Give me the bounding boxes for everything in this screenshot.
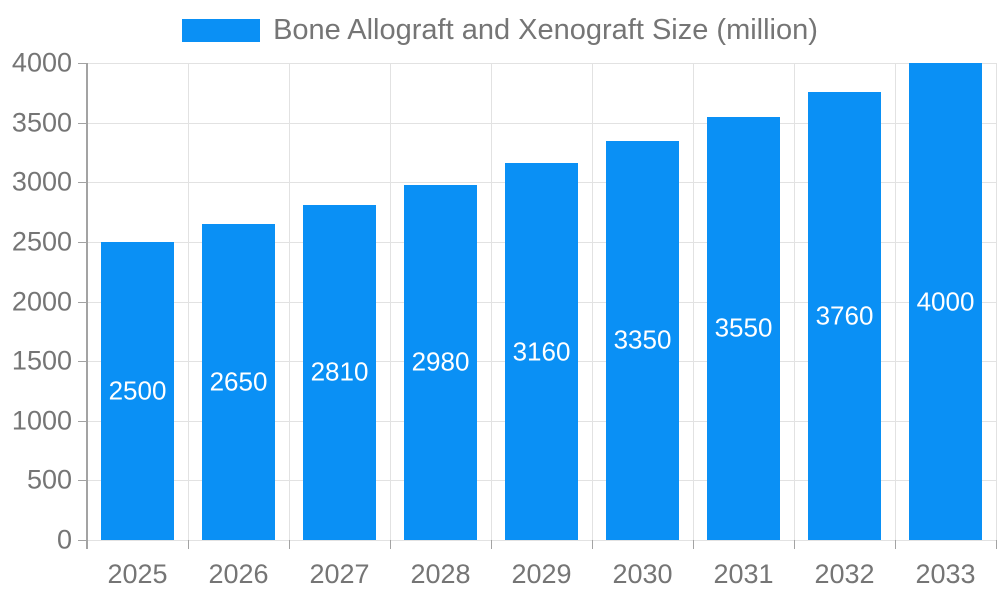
x-axis-tick-label: 2025 [107,559,168,589]
x-tick-mark [390,540,391,549]
x-gridline [390,63,391,540]
bar[interactable] [404,184,477,540]
y-axis-line [86,63,88,549]
x-gridline [895,63,896,540]
y-gridline [87,123,996,124]
x-axis-tick-label: 2032 [814,559,875,589]
bar-value-label: 2650 [209,366,268,397]
y-gridline [87,63,996,64]
y-tick-mark [78,480,87,481]
y-tick-mark [78,242,87,243]
x-gridline [491,63,492,540]
x-gridline [794,63,795,540]
legend-label: Bone Allograft and Xenograft Size (milli… [273,14,818,46]
y-tick-mark [78,421,87,422]
bar-value-label: 2980 [411,346,470,377]
x-tick-mark [289,540,290,549]
bar[interactable] [707,116,780,540]
bar-value-label: 3350 [613,324,672,355]
legend-swatch [182,19,261,42]
x-tick-mark [491,540,492,549]
bar[interactable] [303,204,376,540]
x-axis-tick-label: 2030 [612,559,673,589]
y-axis-tick-label: 3500 [11,107,72,138]
y-tick-mark [78,123,87,124]
x-tick-mark [996,540,997,549]
x-axis-tick-label: 2031 [713,559,774,589]
x-gridline [188,63,189,540]
x-tick-mark [188,540,189,549]
legend[interactable]: Bone Allograft and Xenograft Size (milli… [0,14,1000,47]
bar-value-label: 4000 [916,286,975,316]
x-gridline [996,63,997,540]
y-axis-tick-label: 1500 [11,345,72,376]
y-tick-mark [78,63,87,64]
bar[interactable] [202,223,275,540]
bar-value-label: 3550 [714,312,773,343]
y-axis-tick-label: 1000 [11,405,72,436]
bar[interactable] [505,163,578,540]
y-axis-tick-label: 4000 [11,47,72,78]
y-tick-mark [78,302,87,303]
y-axis-tick-label: 2000 [11,286,72,317]
x-axis-tick-label: 2027 [309,559,370,589]
x-tick-mark [794,540,795,549]
y-tick-mark [78,540,87,541]
y-axis-tick-label: 500 [26,464,72,495]
y-axis-tick-label: 3000 [11,166,72,197]
x-gridline [289,63,290,540]
bar-value-label: 2500 [108,375,167,406]
x-gridline [693,63,694,540]
bar-value-label: 2810 [310,356,369,387]
y-tick-mark [78,182,87,183]
y-tick-mark [78,361,87,362]
x-tick-mark [693,540,694,549]
bar[interactable] [808,91,881,540]
x-axis-tick-label: 2026 [208,559,269,589]
x-tick-mark [895,540,896,549]
y-axis-tick-label: 2500 [11,226,72,257]
bar[interactable] [909,63,982,540]
x-axis-tick-label: 2028 [410,559,471,589]
bar[interactable] [101,241,174,540]
x-axis-tick-label: 2033 [915,559,976,589]
y-gridline [87,540,996,541]
bar[interactable] [606,140,679,540]
x-gridline [592,63,593,540]
bar-value-label: 3160 [512,336,571,367]
x-tick-mark [592,540,593,549]
x-axis-tick-label: 2029 [511,559,572,589]
y-axis-tick-label: 0 [56,524,72,555]
bar-value-label: 3760 [815,300,874,331]
